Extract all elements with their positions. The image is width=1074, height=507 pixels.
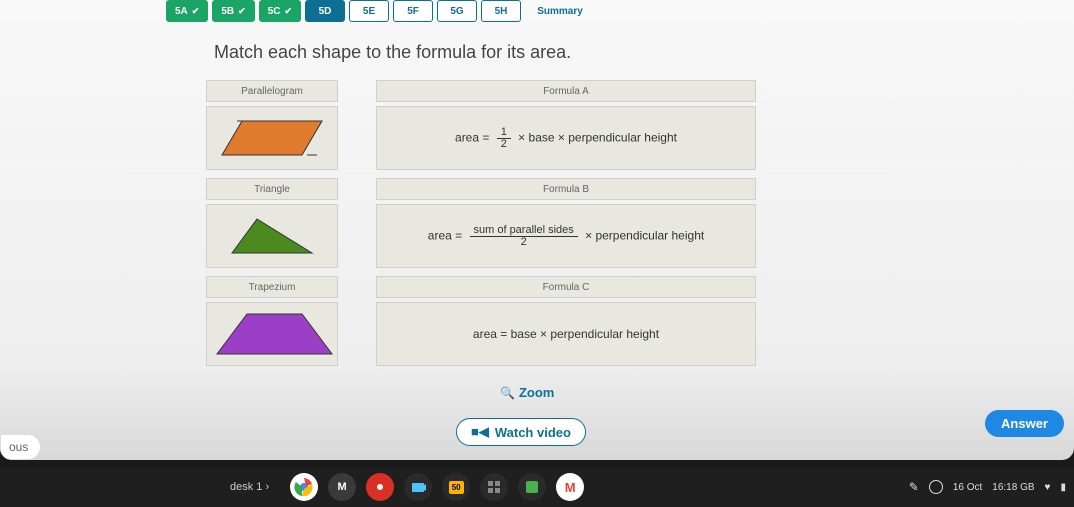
formula-column: Formula B area = sum of parallel sides2 ×…: [376, 178, 756, 268]
shape-box[interactable]: [206, 106, 338, 170]
parallelogram-icon: [217, 113, 327, 163]
formula-title[interactable]: Formula A: [376, 80, 756, 102]
taskbar-app-2[interactable]: [366, 473, 394, 501]
formula-text: area = sum of parallel sides2 × perpendi…: [428, 225, 704, 248]
formula-column: Formula C area = base × perpendicular hei…: [376, 276, 756, 366]
nav-tab-5a[interactable]: 5A ✔: [166, 0, 208, 22]
shape-box[interactable]: [206, 302, 338, 366]
taskbar-app-3[interactable]: [404, 473, 432, 501]
nav-tab-5f[interactable]: 5F: [393, 0, 433, 22]
date-text: 16 Oct: [953, 482, 982, 493]
triangle-icon: [217, 211, 327, 261]
previous-label: ous: [9, 440, 28, 454]
formula-box[interactable]: area = 12 × base × perpendicular height: [376, 106, 756, 170]
shape-box[interactable]: [206, 204, 338, 268]
zoom-icon: 🔍: [500, 386, 515, 400]
formula-column: Formula A area = 12 × base × perpendicula…: [376, 80, 756, 170]
check-icon: ✔: [284, 6, 292, 17]
lesson-nav-tabs: 5A✔5B✔5C✔5D5E5F5G5HSummary: [166, 0, 595, 22]
nav-tab-5b[interactable]: 5B ✔: [212, 0, 254, 22]
page-container: 5A✔5B✔5C✔5D5E5F5G5HSummary Match each sh…: [0, 0, 1074, 460]
nav-tab-label: 5B: [221, 6, 234, 17]
shape-column: Trapezium: [206, 276, 356, 366]
formula-title[interactable]: Formula B: [376, 178, 756, 200]
desk-label[interactable]: desk 1 ›: [230, 481, 269, 493]
nav-tab-label: 5C: [268, 6, 281, 17]
watch-video-label: Watch video: [495, 425, 571, 440]
nav-tab-5d[interactable]: 5D: [305, 0, 345, 22]
nav-tab-label: 5D: [319, 6, 332, 17]
time-text: 16:18 GB: [992, 482, 1034, 493]
nav-tab-5g[interactable]: 5G: [437, 0, 477, 22]
shape-label[interactable]: Parallelogram: [206, 80, 338, 102]
answer-button[interactable]: Answer: [985, 410, 1064, 437]
nav-tab-label: 5A: [175, 6, 188, 17]
nav-tab-5e[interactable]: 5E: [349, 0, 389, 22]
zoom-link[interactable]: 🔍 Zoom: [500, 385, 554, 400]
shape-label[interactable]: Trapezium: [206, 276, 338, 298]
taskbar-apps: M 50 M: [285, 473, 589, 501]
video-icon: ■◀: [471, 424, 489, 440]
formula-box[interactable]: area = base × perpendicular height: [376, 302, 756, 366]
nav-tab-5c[interactable]: 5C✔: [259, 0, 301, 22]
formula-text: area = 12 × base × perpendicular height: [455, 127, 677, 150]
taskbar: desk 1 › M 50 M ✎ 16 Oct 16:18 GB ♥ ▮: [0, 467, 1074, 507]
answer-label: Answer: [1001, 416, 1048, 431]
nav-tab-label: 5H: [495, 6, 508, 17]
formula-title[interactable]: Formula C: [376, 276, 756, 298]
battery-icon[interactable]: ▮: [1060, 482, 1066, 493]
watch-video-button[interactable]: ■◀ Watch video: [456, 418, 586, 446]
taskbar-app-1[interactable]: M: [328, 473, 356, 501]
taskbar-app-5[interactable]: [480, 473, 508, 501]
nav-tab-5h[interactable]: 5H: [481, 0, 521, 22]
match-row: Trapezium Formula C area = base × perpendi…: [206, 276, 846, 366]
match-row: Parallelogram Formula A area = 12 × base ×…: [206, 80, 846, 170]
status-circle-icon[interactable]: [929, 480, 943, 494]
wifi-icon[interactable]: ♥: [1045, 482, 1051, 493]
formula-box[interactable]: area = sum of parallel sides2 × perpendi…: [376, 204, 756, 268]
nav-tab-summary[interactable]: Summary: [525, 0, 595, 22]
match-row: Triangle Formula B area = sum of parallel …: [206, 178, 846, 268]
nav-tab-label: 5E: [363, 6, 375, 17]
taskbar-app-7[interactable]: M: [556, 473, 584, 501]
trapezium-icon: [207, 306, 337, 362]
matching-area: Parallelogram Formula A area = 12 × base ×…: [206, 80, 846, 374]
taskbar-app-6[interactable]: [518, 473, 546, 501]
instruction-text: Match each shape to the formula for its …: [214, 42, 571, 63]
pen-icon[interactable]: ✎: [909, 480, 919, 494]
shape-column: Triangle: [206, 178, 356, 268]
shape-column: Parallelogram: [206, 80, 356, 170]
taskbar-app-4[interactable]: 50: [442, 473, 470, 501]
formula-text: area = base × perpendicular height: [473, 327, 659, 341]
taskbar-status: ✎ 16 Oct 16:18 GB ♥ ▮: [909, 480, 1066, 494]
check-icon: ✔: [192, 6, 200, 17]
nav-tab-label: 5G: [450, 6, 463, 17]
nav-tab-label: 5F: [407, 6, 419, 17]
check-icon: ✔: [238, 6, 246, 17]
taskbar-app-0[interactable]: [290, 473, 318, 501]
previous-button[interactable]: ous: [0, 434, 41, 460]
shape-label[interactable]: Triangle: [206, 178, 338, 200]
zoom-label: Zoom: [519, 385, 554, 400]
